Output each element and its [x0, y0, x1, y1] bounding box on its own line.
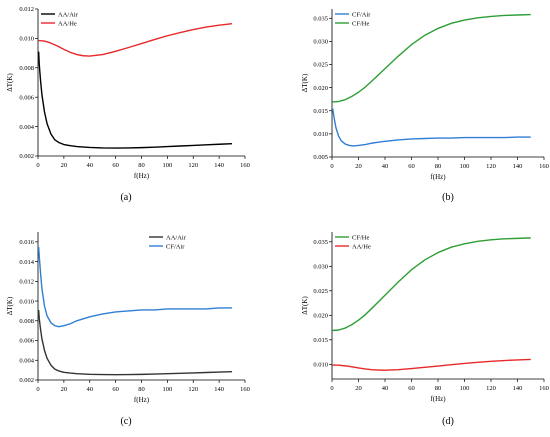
- x-axis-title: f(Hz): [430, 395, 446, 403]
- y-tick-label: 0.002: [19, 153, 34, 160]
- legend-label: CF/Air: [352, 11, 371, 18]
- x-tick-label: 0: [330, 163, 333, 170]
- x-tick-label: 120: [486, 385, 496, 392]
- x-tick-label: 40: [382, 385, 389, 392]
- x-tick-label: 160: [539, 163, 549, 170]
- x-tick-label: 60: [408, 163, 415, 170]
- x-tick-label: 140: [513, 163, 523, 170]
- x-tick-label: 140: [214, 162, 224, 169]
- series-line-aa-he: [332, 358, 531, 371]
- chart-panel-c: 0 20 40 60 80 100 120 140 160 0.002 0.004 0.006 0.00…: [6, 232, 250, 427]
- y-axis-title: ΔT(K): [6, 73, 14, 92]
- x-tick-label: 160: [240, 386, 250, 393]
- y-tick-label: 0.035: [313, 239, 328, 246]
- panel-label: (d): [442, 416, 454, 427]
- x-axis-title: f(Hz): [134, 396, 150, 404]
- y-tick-label: 0.025: [313, 62, 328, 69]
- chart-panel-a: 0 20 40 60 80 100 120 140 160 0.002 0.004 0.006 0.00…: [6, 6, 250, 203]
- x-tick-label: 160: [240, 162, 250, 169]
- y-tick-label: 0.006: [19, 94, 34, 101]
- x-tick-label: 0: [330, 385, 333, 392]
- x-tick-label: 160: [539, 385, 549, 392]
- series-line-aa-air: [38, 51, 233, 149]
- x-tick-label: 80: [138, 386, 145, 393]
- y-tick-label: 0.006: [19, 338, 34, 345]
- x-tick-label: 40: [382, 163, 389, 170]
- x-tick-label: 120: [188, 386, 198, 393]
- series-line-aa-air: [38, 309, 233, 376]
- x-tick-label: 100: [163, 386, 173, 393]
- panel-label: (a): [120, 192, 131, 203]
- x-tick-label: 120: [486, 163, 496, 170]
- x-tick-label: 60: [408, 385, 415, 392]
- y-tick-label: 0.030: [313, 264, 328, 271]
- series-line-cf-he: [332, 237, 531, 332]
- y-tick-label: 0.025: [313, 288, 328, 295]
- chart-panel-b: 0 20 40 60 80 100 120 140 160 0.005 0.010 0.015 0.02…: [301, 9, 549, 203]
- x-tick-label: 20: [61, 162, 68, 169]
- x-tick-label: 20: [61, 386, 68, 393]
- y-tick-label: 0.010: [19, 36, 34, 43]
- y-tick-label: 0.016: [19, 239, 34, 246]
- y-tick-label: 0.020: [313, 85, 328, 92]
- x-tick-label: 80: [435, 385, 442, 392]
- x-tick-label: 20: [355, 385, 362, 392]
- y-axis-title: ΔT(K): [301, 296, 309, 315]
- legend-label: AA/Air: [58, 11, 79, 18]
- y-tick-label: 0.010: [313, 362, 328, 369]
- y-tick-label: 0.008: [19, 318, 34, 325]
- x-tick-label: 80: [435, 163, 442, 170]
- legend-label: CF/He: [352, 234, 369, 241]
- y-tick-label: 0.020: [313, 313, 328, 320]
- x-tick-label: 60: [112, 386, 119, 393]
- chart-panel-d: 0 20 40 60 80 100 120 140 160 0.010 0.015 0.020 0.02…: [301, 232, 549, 427]
- legend-label: AA/Air: [166, 234, 187, 241]
- y-tick-label: 0.015: [313, 108, 328, 115]
- x-axis-title: f(Hz): [134, 172, 150, 180]
- y-tick-label: 0.005: [313, 154, 328, 161]
- x-tick-label: 140: [214, 386, 224, 393]
- series-line-aa-he: [38, 23, 233, 57]
- y-tick-label: 0.012: [19, 279, 34, 286]
- y-axis-title: ΔT(K): [6, 296, 14, 315]
- y-tick-label: 0.035: [313, 15, 328, 22]
- x-tick-label: 20: [355, 163, 362, 170]
- legend-label: AA/He: [352, 243, 371, 250]
- panel-label: (b): [442, 192, 454, 203]
- y-tick-label: 0.012: [19, 6, 34, 13]
- x-tick-label: 0: [36, 162, 39, 169]
- x-tick-label: 140: [513, 385, 523, 392]
- series-line-cf-air: [38, 246, 233, 328]
- x-tick-label: 120: [188, 162, 198, 169]
- x-tick-label: 0: [36, 386, 39, 393]
- y-tick-label: 0.010: [313, 131, 328, 138]
- x-tick-label: 40: [87, 162, 94, 169]
- series-line-cf-air: [332, 108, 531, 147]
- y-tick-label: 0.004: [19, 357, 34, 364]
- y-axis-title: ΔT(K): [301, 73, 309, 92]
- y-tick-label: 0.015: [313, 337, 328, 344]
- x-tick-label: 100: [163, 162, 173, 169]
- x-axis-title: f(Hz): [430, 173, 446, 181]
- series-line-cf-he: [332, 13, 531, 103]
- y-tick-label: 0.014: [19, 259, 34, 266]
- x-tick-label: 80: [138, 162, 145, 169]
- y-tick-label: 0.004: [19, 124, 34, 131]
- y-tick-label: 0.030: [313, 39, 328, 46]
- x-tick-label: 60: [112, 162, 119, 169]
- x-tick-label: 100: [460, 385, 470, 392]
- x-tick-label: 40: [87, 386, 94, 393]
- legend-label: CF/He: [352, 20, 369, 27]
- x-tick-label: 100: [460, 163, 470, 170]
- panel-label: (c): [120, 416, 131, 427]
- y-tick-label: 0.008: [19, 65, 34, 72]
- legend-label: CF/Air: [166, 243, 185, 250]
- y-tick-label: 0.002: [19, 377, 34, 384]
- y-tick-label: 0.010: [19, 298, 34, 305]
- legend-label: AA/He: [58, 20, 77, 27]
